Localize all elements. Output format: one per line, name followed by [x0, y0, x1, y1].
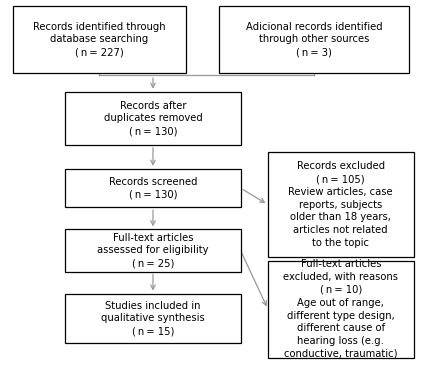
FancyBboxPatch shape — [13, 6, 186, 73]
FancyBboxPatch shape — [268, 152, 414, 257]
Text: Records identified through
database searching
( n = 227): Records identified through database sear… — [33, 22, 165, 57]
Text: Records screened
( n = 130): Records screened ( n = 130) — [109, 177, 197, 200]
Text: Full-text articles
excluded, with reasons
( n = 10)
Age out of range,
different : Full-text articles excluded, with reason… — [283, 259, 398, 359]
Text: Records after
duplicates removed
( n = 130): Records after duplicates removed ( n = 1… — [103, 101, 203, 136]
Text: Studies included in
qualitative synthesis
( n = 15): Studies included in qualitative synthesi… — [101, 301, 205, 336]
FancyBboxPatch shape — [65, 92, 241, 145]
FancyBboxPatch shape — [65, 169, 241, 207]
FancyBboxPatch shape — [65, 294, 241, 343]
Text: Records excluded
( n = 105)
Review articles, case
reports, subjects
older than 1: Records excluded ( n = 105) Review artic… — [289, 161, 393, 248]
FancyBboxPatch shape — [219, 6, 409, 73]
Text: Full-text articles
assessed for eligibility
( n = 25): Full-text articles assessed for eligibil… — [97, 233, 209, 268]
FancyBboxPatch shape — [268, 261, 414, 358]
FancyBboxPatch shape — [65, 229, 241, 272]
Text: Adicional records identified
through other sources
( n = 3): Adicional records identified through oth… — [246, 22, 383, 57]
